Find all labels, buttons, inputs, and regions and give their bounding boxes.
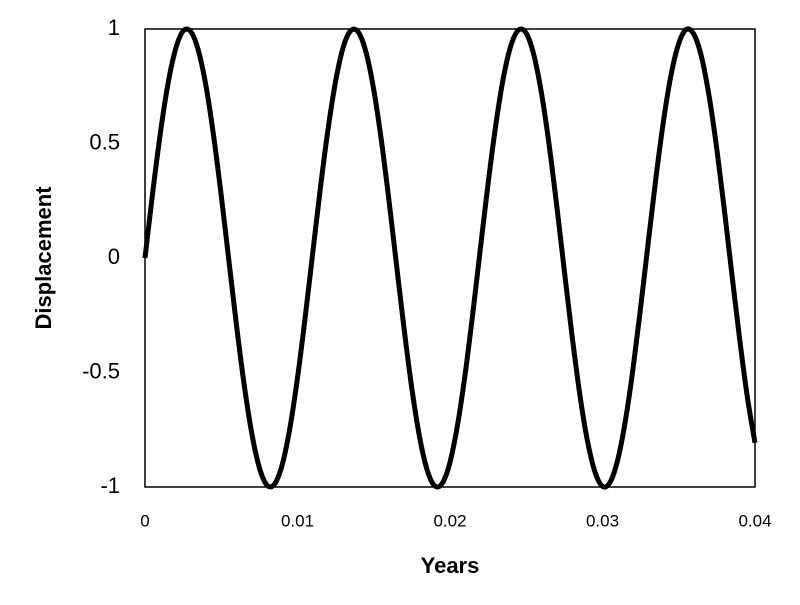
x-tick-label: 0.02 xyxy=(433,511,466,530)
y-tick-label: 0 xyxy=(108,244,120,269)
y-axis-label: Displacement xyxy=(31,186,56,330)
x-tick-label: 0 xyxy=(140,511,149,530)
x-axis-label: Years xyxy=(421,553,480,578)
y-tick-label: -0.5 xyxy=(82,358,120,383)
x-tick-label: 0.04 xyxy=(738,511,771,530)
line-series xyxy=(142,26,758,490)
x-tick-label: 0.01 xyxy=(281,511,314,530)
x-tick-label: 0.03 xyxy=(586,511,619,530)
y-tick-label: 0.5 xyxy=(89,129,120,154)
y-tick-label: 1 xyxy=(108,15,120,40)
y-tick-label: -1 xyxy=(100,473,120,498)
